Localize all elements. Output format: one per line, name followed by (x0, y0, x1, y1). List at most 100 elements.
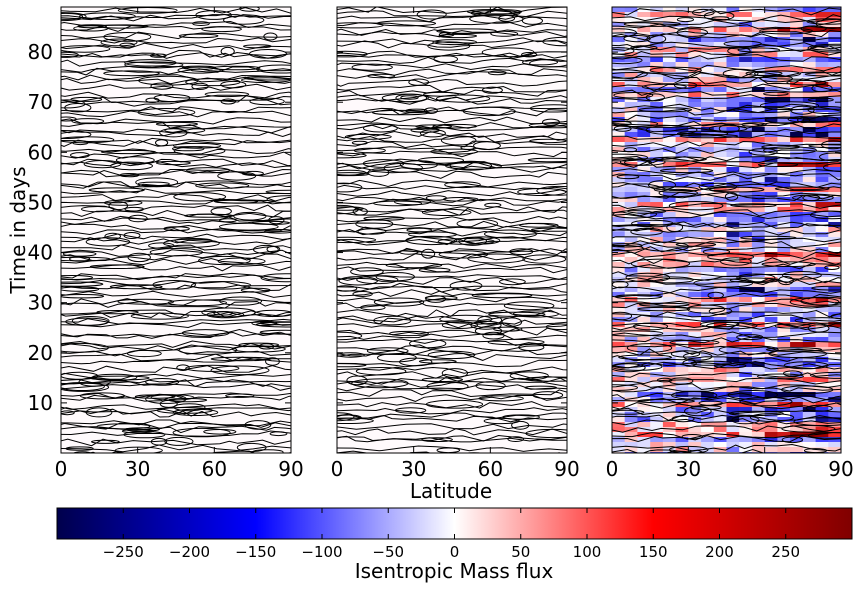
field-cell (752, 87, 765, 93)
field-cell (625, 187, 638, 193)
field-cell (739, 37, 752, 43)
field-cell (663, 422, 676, 428)
field-cell (777, 317, 790, 323)
field-cell (625, 392, 638, 398)
field-cell (803, 342, 816, 348)
field-cell (816, 7, 829, 13)
field-cell (803, 92, 816, 98)
field-cell (727, 297, 740, 303)
field-cell (625, 417, 638, 423)
panel-1-xtick-label: 60 (202, 457, 227, 481)
field-cell (739, 57, 752, 63)
field-cell (752, 442, 765, 448)
field-cell (765, 247, 778, 253)
field-cell (752, 97, 765, 103)
field-cell (765, 302, 778, 308)
field-cell (663, 332, 676, 338)
field-cell (727, 112, 740, 118)
field-cell (727, 232, 740, 238)
colorbar-tick-label: −250 (103, 543, 144, 561)
field-cell (777, 32, 790, 38)
field-cell (777, 207, 790, 213)
field-cell (828, 342, 841, 348)
field-cell (816, 62, 829, 68)
field-cell (663, 62, 676, 68)
field-cell (625, 337, 638, 343)
panel-1 (35, 6, 318, 459)
panel-2-xtick-label: 0 (331, 457, 344, 481)
field-cell (828, 397, 841, 403)
field-cell (714, 442, 727, 448)
panel-2-xtick-label: 90 (554, 457, 579, 481)
field-cell (765, 447, 778, 453)
field-cell (727, 162, 740, 168)
contour-loop (447, 453, 473, 458)
ytick-label: 40 (28, 241, 53, 265)
field-cell (816, 342, 829, 348)
field-cell (663, 367, 676, 373)
field-cell (701, 412, 714, 418)
colorbar-label: Isentropic Mass flux (355, 559, 554, 583)
field-cell (612, 187, 625, 193)
field-cell (765, 187, 778, 193)
field-cell (777, 52, 790, 58)
field-cell (663, 262, 676, 268)
field-cell (752, 367, 765, 373)
field-cell (803, 177, 816, 183)
field-cell (727, 102, 740, 108)
field-cell (714, 87, 727, 93)
field-cell (701, 267, 714, 273)
field-cell (739, 167, 752, 173)
field-cell (663, 372, 676, 378)
field-cell (663, 427, 676, 433)
field-cell (612, 417, 625, 423)
field-cell (828, 307, 841, 313)
field-cell (688, 92, 701, 98)
field-cell (650, 422, 663, 428)
field-cell (816, 267, 829, 273)
field-cell (752, 12, 765, 18)
field-cell (612, 57, 625, 63)
field-cell (701, 112, 714, 118)
field-cell (739, 242, 752, 248)
field-cell (663, 77, 676, 83)
field-cell (803, 442, 816, 448)
field-cell (790, 162, 803, 168)
field-cell (803, 137, 816, 143)
field-cell (701, 97, 714, 103)
field-cell (765, 267, 778, 273)
field-cell (727, 177, 740, 183)
field-cell (739, 12, 752, 18)
field-cell (701, 437, 714, 443)
field-cell (777, 67, 790, 73)
field-cell (739, 217, 752, 223)
field-cell (777, 307, 790, 313)
field-cell (688, 227, 701, 233)
field-cell (612, 142, 625, 148)
field-cell (790, 177, 803, 183)
field-cell (688, 232, 701, 238)
field-cell (777, 167, 790, 173)
field-cell (701, 442, 714, 448)
field-cell (777, 217, 790, 223)
field-cell (701, 47, 714, 53)
field-cell (650, 27, 663, 33)
field-cell (765, 432, 778, 438)
field-cell (701, 57, 714, 63)
field-cell (688, 392, 701, 398)
field-cell (790, 202, 803, 208)
field-cell (612, 62, 625, 68)
ytick-label: 10 (28, 391, 53, 415)
field-cell (625, 7, 638, 13)
panel-1-xtick-label: 90 (278, 457, 303, 481)
field-cell (663, 7, 676, 13)
field-cell (739, 247, 752, 253)
field-cell (739, 342, 752, 348)
field-cell (828, 132, 841, 138)
field-cell (650, 317, 663, 323)
field-cell (816, 172, 829, 178)
field-cell (828, 442, 841, 448)
colorbar-tick-label: 200 (705, 543, 734, 561)
